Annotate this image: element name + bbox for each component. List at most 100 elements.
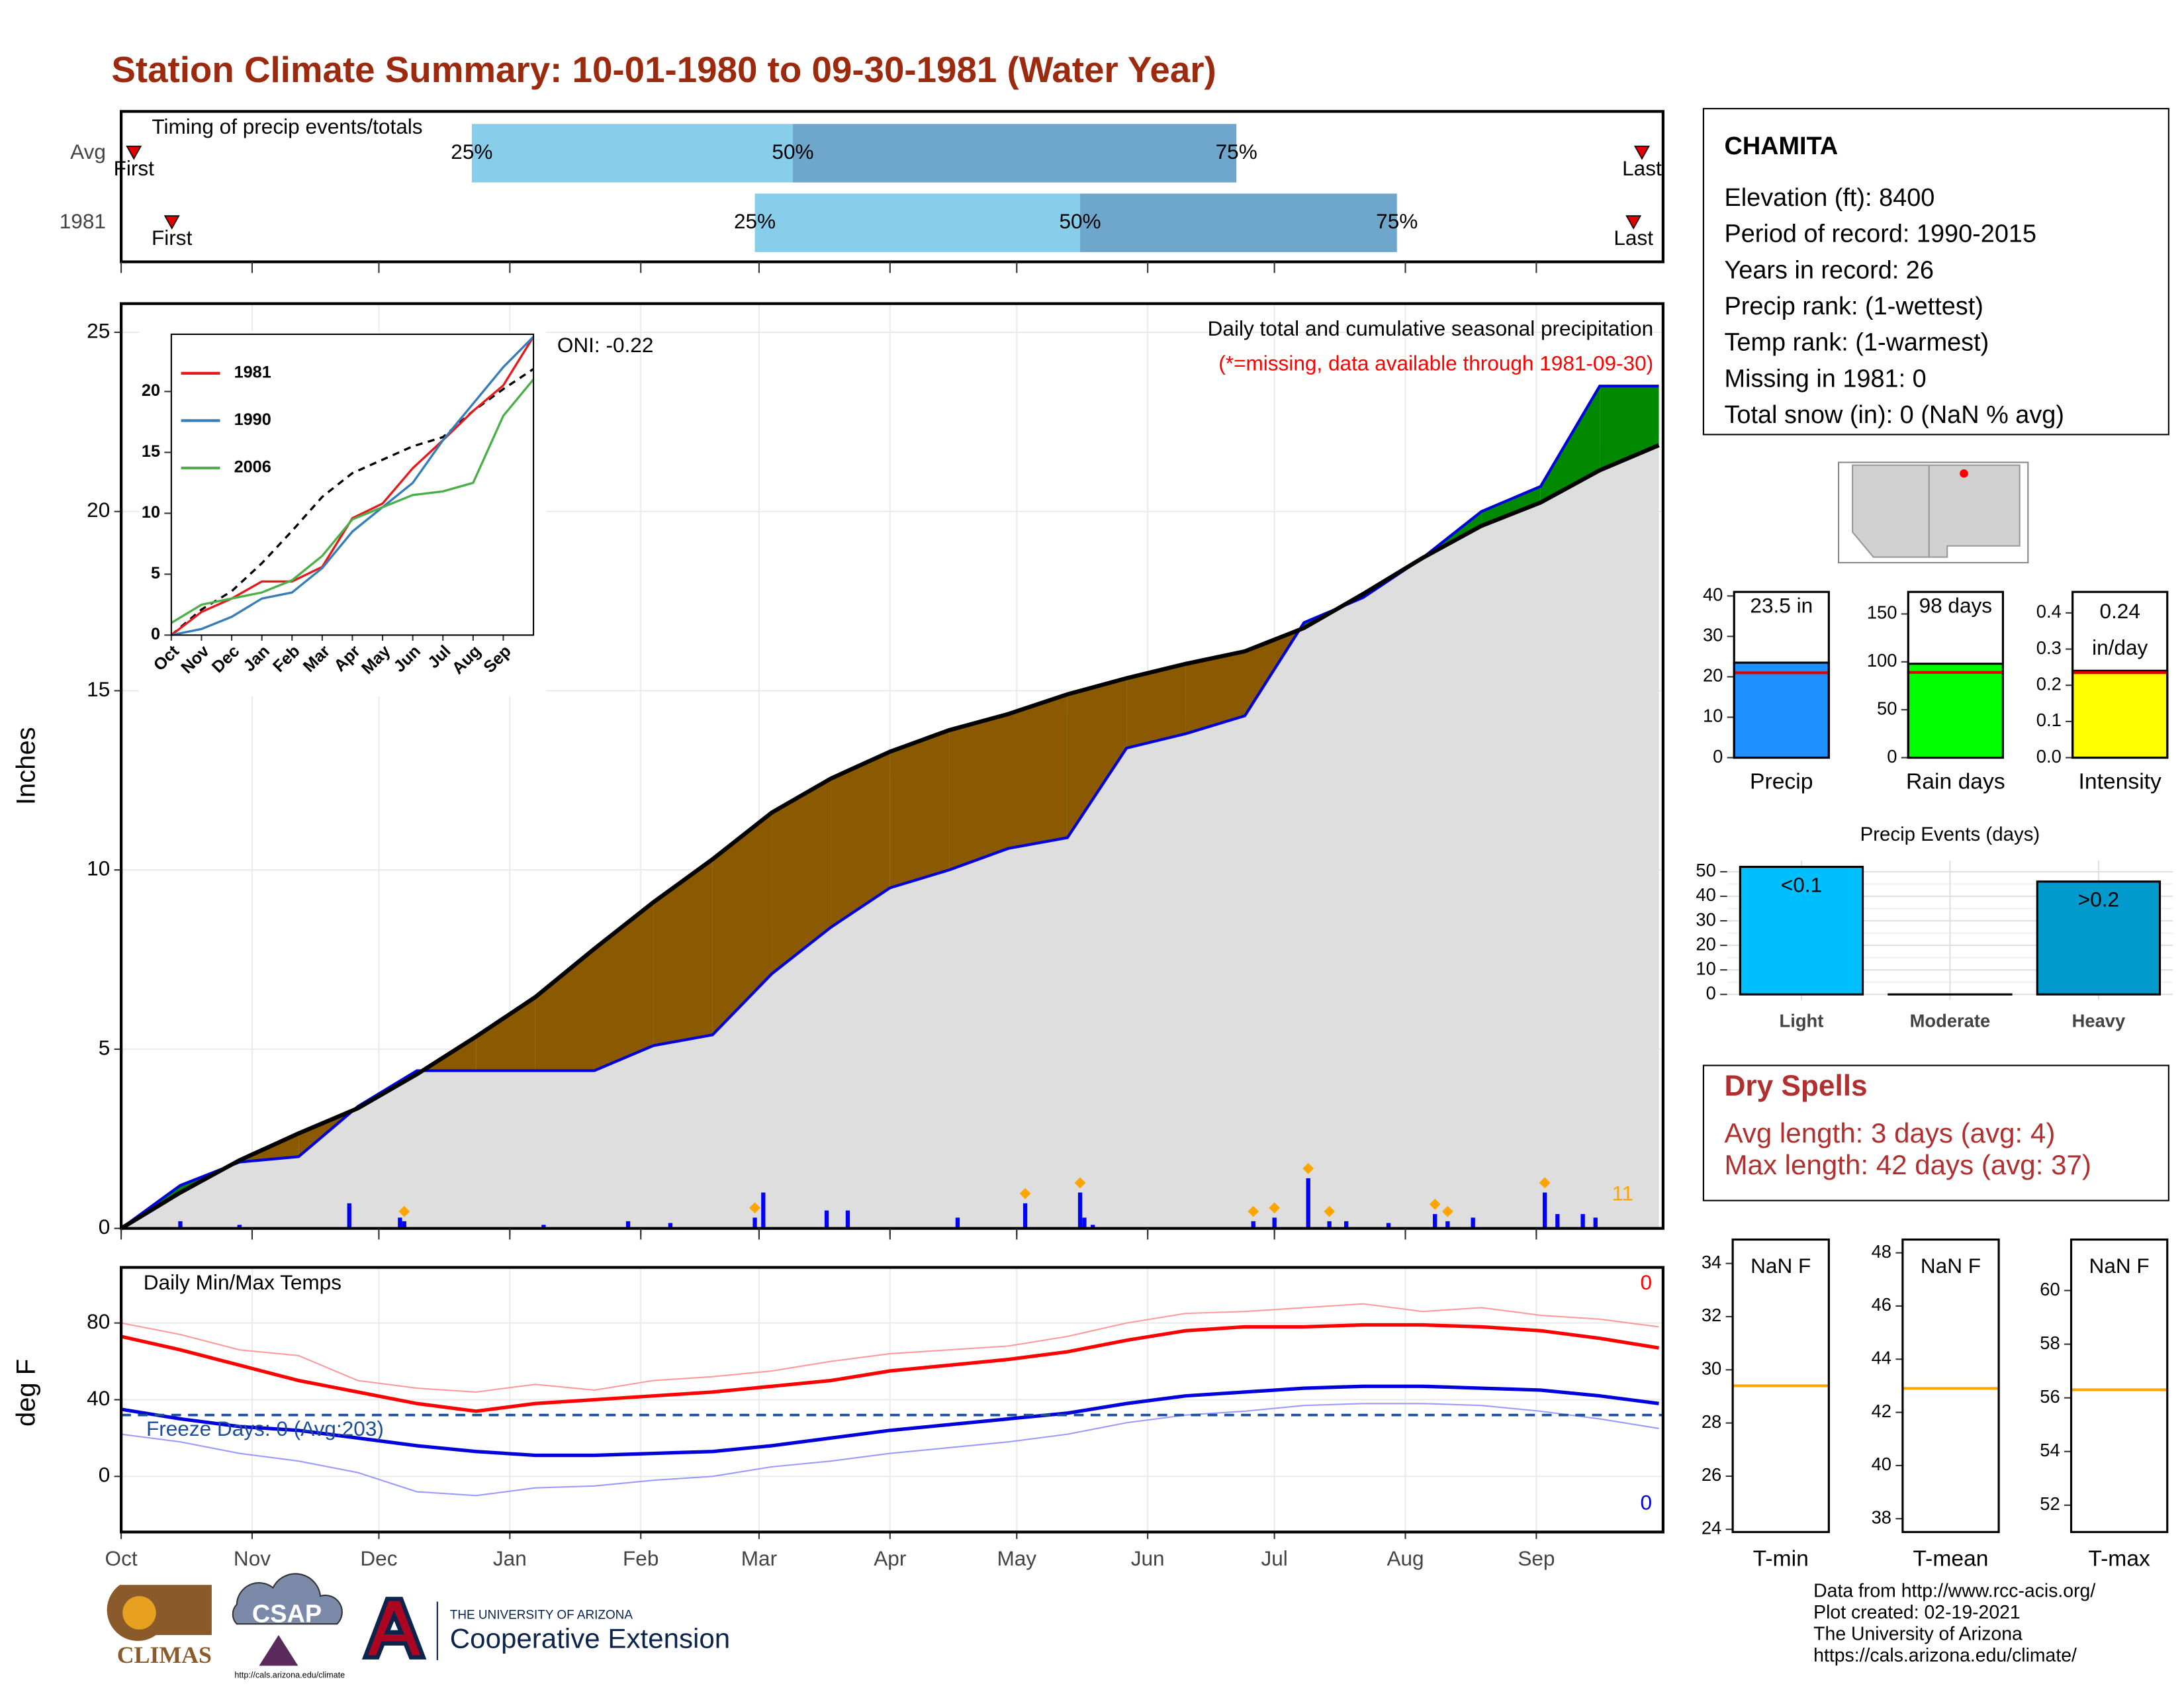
temperature-line bbox=[120, 1323, 1659, 1413]
y-tick-label: 58 bbox=[2040, 1333, 2060, 1353]
percent-label: 75% bbox=[1216, 140, 1257, 164]
daily-bar bbox=[752, 1217, 757, 1229]
plot-border bbox=[1731, 1238, 1830, 1533]
y-tick-label: 40 bbox=[1696, 884, 1715, 905]
departure-area bbox=[535, 949, 594, 1071]
ua-mark bbox=[361, 1597, 427, 1660]
station-box bbox=[1702, 108, 2169, 436]
daily-bar bbox=[1272, 1217, 1277, 1229]
daily-bar bbox=[1555, 1214, 1560, 1229]
panel-title: Timing of precip events/totals bbox=[152, 115, 422, 138]
y-tick-label: 50 bbox=[1877, 698, 1897, 718]
plot-border bbox=[1907, 590, 2004, 759]
climas-text: CLIMAS bbox=[117, 1642, 212, 1668]
category-label: T-mean bbox=[1913, 1546, 1988, 1571]
csap-cloud bbox=[232, 1573, 343, 1625]
y-tick-label: 44 bbox=[1872, 1347, 1891, 1368]
x-tick-label: Light bbox=[1780, 1011, 1824, 1031]
event-marker bbox=[1634, 146, 1650, 160]
y-tick-label: 20 bbox=[142, 381, 160, 400]
extreme-marker bbox=[1302, 1162, 1314, 1174]
plot-border bbox=[2071, 590, 2169, 759]
y-tick-label: 0 bbox=[99, 1463, 111, 1487]
annotation: Freeze Days: 0 (Avg:203) bbox=[146, 1417, 384, 1440]
annotation: (*=missing, data available through 1981-… bbox=[1218, 352, 1653, 375]
series-line bbox=[170, 378, 535, 624]
percent-label: 25% bbox=[451, 140, 492, 164]
daily-bar bbox=[1386, 1223, 1391, 1229]
event-label: Last bbox=[1614, 226, 1653, 250]
plot-border bbox=[2070, 1238, 2169, 1533]
departure-area bbox=[772, 778, 831, 974]
x-tick-label: Jan bbox=[493, 1546, 527, 1570]
station-info: Missing in 1981: 0 bbox=[1724, 365, 1926, 393]
dry-spell-info: Max length: 42 days (avg: 37) bbox=[1724, 1149, 2091, 1180]
percent-label: 50% bbox=[772, 140, 813, 164]
daily-bar bbox=[178, 1221, 183, 1229]
locator-map bbox=[1838, 461, 2029, 564]
summary-bar bbox=[1907, 663, 2004, 759]
annotation: Daily Min/Max Temps bbox=[144, 1270, 341, 1294]
value-label: 98 days bbox=[1919, 594, 1993, 618]
extreme-marker bbox=[1441, 1205, 1453, 1217]
footer-line: The University of Arizona bbox=[1813, 1624, 2023, 1645]
event-marker bbox=[163, 215, 180, 230]
y-tick-label: 30 bbox=[1696, 909, 1715, 929]
y-tick-label: 50 bbox=[1696, 860, 1715, 880]
value-label: 23.5 in bbox=[1750, 594, 1813, 618]
y-tick-label: 42 bbox=[1872, 1401, 1891, 1421]
departure-area bbox=[712, 812, 772, 1035]
y-tick-label: 0.1 bbox=[2036, 710, 2062, 730]
y-tick-label: 24 bbox=[1702, 1518, 1721, 1538]
y-tick-label: 10 bbox=[142, 503, 160, 522]
csap-mountain bbox=[259, 1635, 298, 1666]
percent-label: 25% bbox=[734, 209, 776, 233]
station-info: Precip rank: (1-wettest) bbox=[1724, 293, 1983, 320]
category-label: Rain days bbox=[1906, 769, 2005, 794]
series-line bbox=[171, 336, 535, 637]
y-tick-label: 5 bbox=[99, 1035, 111, 1059]
departure-area bbox=[889, 730, 950, 888]
daily-bar bbox=[1445, 1221, 1450, 1229]
x-tick-label: Jul bbox=[1261, 1546, 1287, 1570]
footer-line: Plot created: 02-19-2021 bbox=[1813, 1602, 2021, 1623]
y-tick-label: 80 bbox=[87, 1309, 110, 1333]
category-label: T-min bbox=[1753, 1546, 1809, 1571]
departure-area bbox=[653, 859, 713, 1046]
station-info: Elevation (ft): 8400 bbox=[1724, 184, 1934, 212]
y-tick-label: 56 bbox=[2040, 1386, 2060, 1407]
y-tick-label: 32 bbox=[1702, 1305, 1721, 1325]
legend-label: 1990 bbox=[234, 410, 271, 429]
value-label: NaN F bbox=[1751, 1254, 1811, 1278]
event-label: First bbox=[152, 226, 193, 250]
daily-bar bbox=[1580, 1214, 1585, 1229]
daily-bar bbox=[1593, 1217, 1598, 1229]
daily-bar bbox=[845, 1210, 850, 1229]
y-tick-label: 15 bbox=[142, 442, 160, 461]
chart-title: Precip Events (days) bbox=[1860, 823, 2040, 845]
value-label: in/day bbox=[2092, 635, 2148, 659]
plot-border bbox=[119, 1266, 1664, 1534]
daily-bar bbox=[1082, 1217, 1087, 1229]
daily-bar bbox=[625, 1221, 631, 1229]
daily-bar bbox=[1091, 1225, 1095, 1229]
departure-area bbox=[1540, 386, 1600, 503]
y-tick-label: 34 bbox=[1702, 1252, 1721, 1272]
timing-bar bbox=[1080, 193, 1397, 252]
y-tick-label: 0.3 bbox=[2036, 637, 2062, 658]
value-label: 0.24 bbox=[2099, 599, 2140, 623]
temperature-line bbox=[120, 1384, 1659, 1458]
station-dot bbox=[1960, 469, 1968, 478]
plot-border bbox=[1901, 1238, 2000, 1533]
y-tick-label: 20 bbox=[1703, 665, 1723, 686]
y-tick-label: 52 bbox=[2040, 1493, 2060, 1514]
extreme-marker bbox=[1019, 1188, 1031, 1199]
y-tick-label: 20 bbox=[87, 498, 110, 522]
y-tick-label: 0 bbox=[151, 625, 160, 643]
y-tick-label: 40 bbox=[1872, 1454, 1891, 1474]
departure-area bbox=[1185, 651, 1245, 734]
event-marker bbox=[126, 146, 142, 160]
daily-bar bbox=[1023, 1203, 1028, 1229]
daily-bar bbox=[1543, 1192, 1547, 1229]
ua-text: THE UNIVERSITY OF ARIZONA bbox=[450, 1609, 633, 1622]
